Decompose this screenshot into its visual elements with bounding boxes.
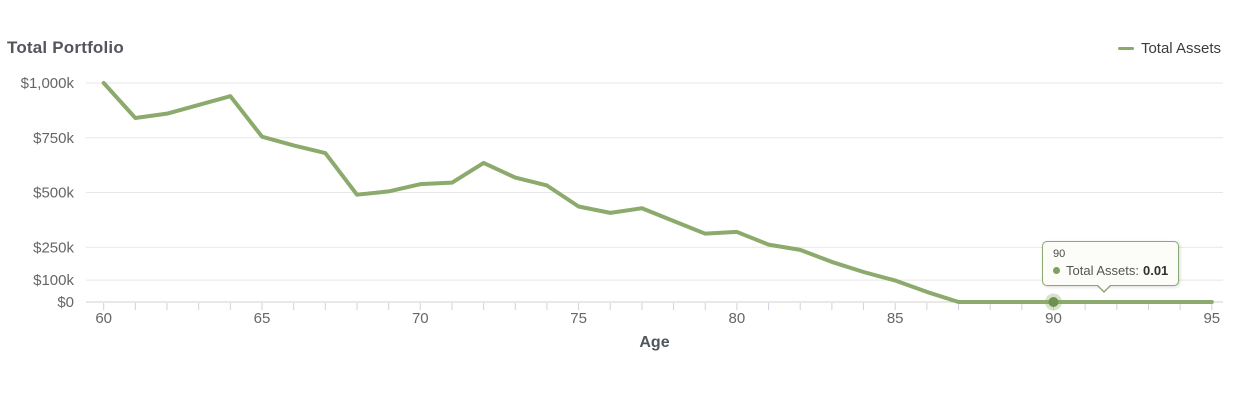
y-axis-tick-label: $1,000k <box>21 75 75 92</box>
chart-title: Total Portfolio <box>7 38 124 57</box>
y-axis-tick-label: $750k <box>33 130 74 147</box>
x-axis-title: Age <box>639 334 670 351</box>
y-axis-tick-label: $0 <box>57 294 74 311</box>
legend: Total Assets <box>1117 40 1221 57</box>
x-axis-tick-label: 60 <box>95 310 112 327</box>
legend-label: Total Assets <box>1140 40 1221 57</box>
y-axis-tick-label: $250k <box>33 239 74 256</box>
tooltip: 90 Total Assets: 0.01 <box>1042 241 1180 293</box>
tooltip-value: 0.01 <box>1142 263 1169 278</box>
legend-line-swatch-icon <box>1117 47 1134 50</box>
x-axis-tick-label: 65 <box>254 310 271 327</box>
x-axis-tick-label: 70 <box>412 310 429 327</box>
y-axis-tick-label: $100k <box>33 272 74 289</box>
x-axis-tick-label: 85 <box>887 310 904 327</box>
marker-point[interactable] <box>1048 296 1059 307</box>
y-axis-tick-label: $500k <box>33 185 74 202</box>
x-axis-tick-label: 90 <box>1045 310 1062 327</box>
x-axis-tick-label: 95 <box>1203 310 1220 327</box>
tooltip-header: 90 <box>1053 248 1066 260</box>
x-axis-tick-label: 75 <box>570 310 587 327</box>
tooltip-series-dot-icon <box>1053 267 1060 274</box>
legend-item-total-assets[interactable]: Total Assets <box>1117 40 1221 57</box>
x-axis-tick-label: 80 <box>729 310 746 327</box>
tooltip-series-label: Total Assets: <box>1066 263 1139 278</box>
series-line-total-assets[interactable] <box>101 81 1214 304</box>
